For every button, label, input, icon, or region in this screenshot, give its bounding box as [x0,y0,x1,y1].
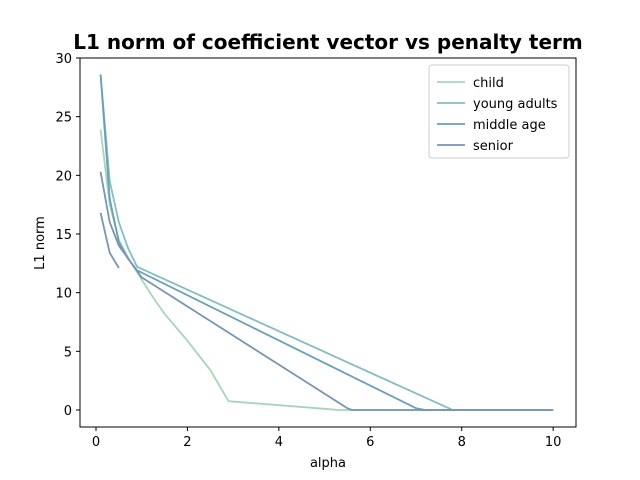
legend: child young adults middle age senior [428,64,570,159]
series-line-child [99,129,554,411]
y-tick-label: 10 [55,287,72,302]
x-tick-label: 10 [545,435,562,450]
x-tick-label: 8 [458,435,466,450]
x-tick-label: 6 [366,435,374,450]
y-tick-label: 30 [55,52,72,67]
legend-label: child [473,76,504,91]
legend-label: senior [473,139,514,154]
y-tick-label: 0 [64,404,72,419]
y-axis-label: L1 norm [33,216,48,270]
legend-label: young adults [473,97,558,112]
plot-lines [99,74,554,411]
y-tick-label: 15 [55,228,72,243]
x-tick-label: 2 [183,435,191,450]
legend-box [428,64,570,159]
x-tick-label: 4 [275,435,283,450]
chart-title: L1 norm of coefficient vector vs penalty… [73,30,583,54]
ticks: 0 2 4 6 8 10 0 5 10 15 20 25 30 [55,52,561,450]
axes [79,57,577,428]
y-tick-label: 5 [64,345,72,360]
y-tick-label: 20 [55,169,72,184]
series-line-unlabeled-4 [99,212,120,269]
x-tick-label: 0 [92,435,100,450]
plot-frame [79,57,577,428]
series-line-senior [99,171,554,411]
y-tick-label: 25 [55,111,72,126]
x-axis-label: alpha [310,456,346,471]
legend-label: middle age [473,118,546,133]
